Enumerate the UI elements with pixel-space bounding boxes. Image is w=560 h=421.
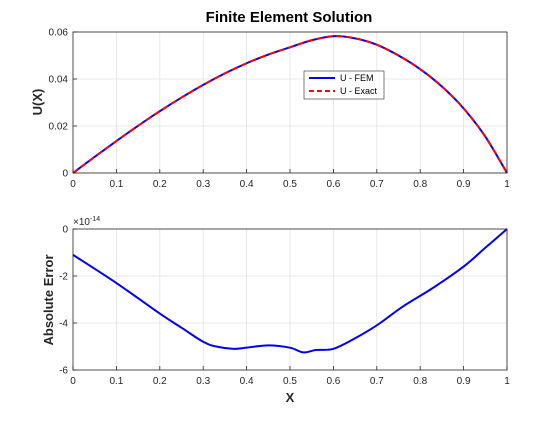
top-y-axis-label: U(X) (30, 89, 45, 116)
y-tick-label: -2 (59, 272, 68, 283)
x-tick-label: 0.8 (413, 376, 427, 387)
x-tick-label: 0.3 (196, 376, 210, 387)
legend: U - FEM U - Exact (303, 70, 385, 100)
bottom-panel: 0 0.1 0.2 0.3 0.4 0.5 0.6 0.7 0.8 0.9 1 -6 -4 -2 0 ×1… (41, 216, 510, 405)
x-tick-label: 0.6 (326, 376, 340, 387)
legend-box (303, 70, 385, 100)
x-tick-label: 0.9 (457, 376, 471, 387)
bottom-series-lines (72, 228, 508, 354)
x-tick-label: 0.1 (109, 376, 123, 387)
y-tick-label: 0.06 (49, 28, 69, 39)
exponent-base: ×10 (73, 217, 90, 228)
x-tick-label: 0.5 (283, 376, 297, 387)
legend-exact-label: U - Exact (340, 86, 378, 96)
y-tick-label: -4 (59, 319, 68, 330)
x-tick-label: 0 (70, 179, 76, 190)
x-tick-label: 0.8 (413, 179, 427, 190)
x-tick-label: 0.4 (240, 376, 254, 387)
bottom-x-ticks: 0 0.1 0.2 0.3 0.4 0.5 0.6 0.7 0.8 0.9 1 (70, 366, 510, 387)
y-tick-label: 0.04 (49, 75, 69, 86)
bottom-x-axis-label: X (286, 390, 295, 405)
bottom-y-exponent: ×10-14 (73, 216, 100, 228)
bottom-y-ticks: -6 -4 -2 0 (59, 225, 77, 377)
y-tick-label: 0.02 (49, 122, 69, 133)
x-tick-label: 0.9 (457, 179, 471, 190)
x-tick-label: 0.2 (153, 179, 167, 190)
x-tick-label: 0.4 (240, 179, 254, 190)
x-tick-label: 0.7 (370, 179, 384, 190)
x-tick-label: 0.3 (196, 179, 210, 190)
top-x-ticks: 0 0.1 0.2 0.3 0.4 0.5 0.6 0.7 0.8 0.9 1 (70, 169, 510, 190)
x-tick-label: 0.5 (283, 179, 297, 190)
x-tick-label: 0.2 (153, 376, 167, 387)
top-series-lines (72, 35, 508, 174)
x-tick-label: 1 (504, 179, 510, 190)
bottom-y-axis-label: Absolute Error (41, 254, 56, 345)
legend-fem-label: U - FEM (340, 73, 374, 83)
top-y-ticks: 0 0.02 0.04 0.06 (49, 28, 77, 180)
top-panel: Finite Element Solution 0 0.1 0.2 0.3 0.4 0.5… (30, 9, 510, 190)
x-tick-label: 0.1 (109, 179, 123, 190)
x-tick-label: 0.6 (326, 179, 340, 190)
top-chart-title: Finite Element Solution (206, 9, 373, 26)
y-tick-label: 0 (62, 225, 68, 236)
y-tick-label: 0 (62, 169, 68, 180)
exponent-power: -14 (90, 216, 100, 223)
x-tick-label: 0 (70, 376, 76, 387)
y-tick-label: -6 (59, 366, 68, 377)
series-line-u-exact (72, 35, 508, 174)
x-tick-label: 0.7 (370, 376, 384, 387)
series-line (72, 228, 508, 354)
x-tick-label: 1 (504, 376, 510, 387)
